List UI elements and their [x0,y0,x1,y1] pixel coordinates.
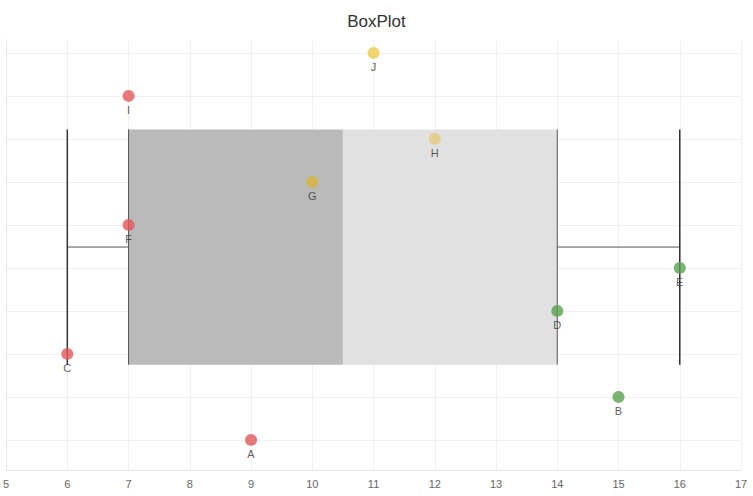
svg-text:9: 9 [248,478,254,490]
svg-text:12: 12 [429,478,441,490]
svg-text:10: 10 [306,478,318,490]
svg-text:H: H [431,147,439,159]
svg-text:C: C [63,362,71,374]
svg-text:11: 11 [368,478,379,490]
svg-text:14: 14 [551,478,563,490]
svg-text:16: 16 [674,478,686,490]
svg-text:A: A [247,448,255,460]
svg-text:G: G [308,190,317,202]
svg-text:8: 8 [187,478,193,490]
svg-text:7: 7 [125,478,131,490]
svg-text:5: 5 [3,478,9,490]
svg-text:15: 15 [612,478,624,490]
svg-text:I: I [127,104,130,116]
svg-text:E: E [676,276,683,288]
svg-text:F: F [125,233,132,245]
svg-text:D: D [553,319,561,331]
svg-text:B: B [615,405,622,417]
svg-text:J: J [371,61,377,73]
svg-text:13: 13 [490,478,502,490]
svg-text:6: 6 [64,478,70,490]
svg-text:17: 17 [735,478,747,490]
svg-text:BoxPlot: BoxPlot [347,12,406,31]
